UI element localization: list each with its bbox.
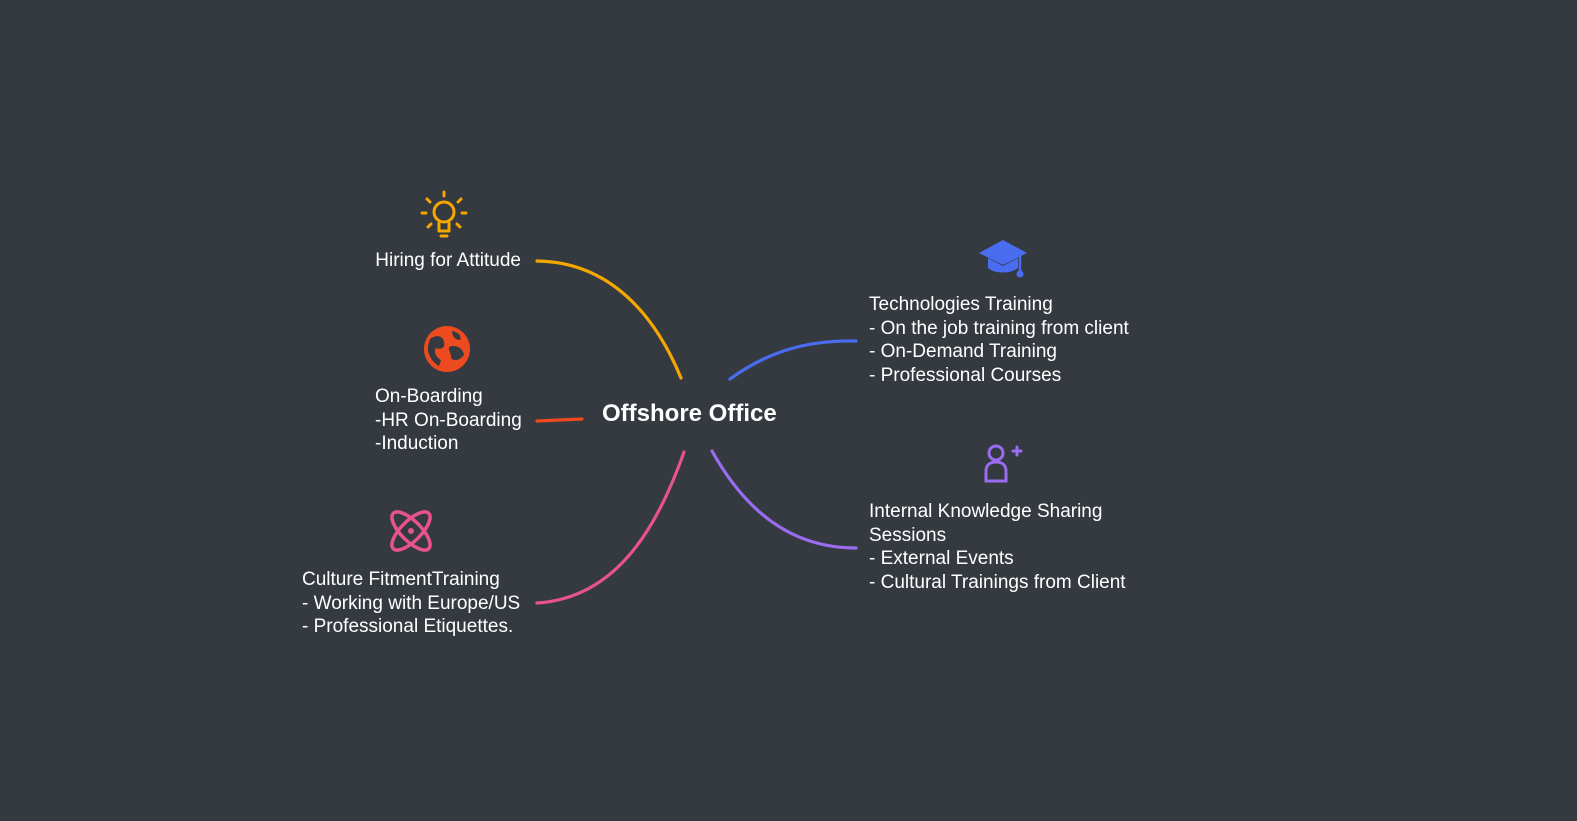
connector-culture <box>535 450 686 605</box>
graduation-cap-icon <box>979 240 1027 278</box>
node-technologies-line-4: - Professional Courses <box>869 364 1062 386</box>
node-onboarding-line-2: -HR On-Boarding <box>375 409 522 431</box>
connector-hiring <box>535 259 683 380</box>
node-technologies[interactable]: Technologies Training - On the job train… <box>869 293 1129 387</box>
node-knowledge-line-2: Sessions <box>869 524 947 546</box>
lightbulb-icon <box>420 190 468 238</box>
node-hiring[interactable]: Hiring for Attitude <box>375 249 521 273</box>
node-knowledge[interactable]: Internal Knowledge Sharing Sessions - Ex… <box>869 500 1126 594</box>
connector-technologies <box>728 339 858 381</box>
node-knowledge-line-4: - Cultural Trainings from Client <box>869 571 1126 593</box>
node-onboarding[interactable]: On-Boarding -HR On-Boarding -Induction <box>375 385 522 456</box>
node-technologies-line-1: Technologies Training <box>869 294 1053 315</box>
node-culture[interactable]: Culture FitmentTraining - Working with E… <box>302 568 520 639</box>
node-hiring-label: Hiring for Attitude <box>375 250 521 271</box>
node-technologies-line-3: - On-Demand Training <box>869 341 1057 362</box>
node-technologies-line-2: - On the job training from client <box>869 317 1129 339</box>
node-knowledge-line-3: - External Events <box>869 548 1014 569</box>
node-culture-line-3: - Professional Etiquettes. <box>302 616 514 637</box>
globe-icon <box>424 326 470 372</box>
node-onboarding-line-1: On-Boarding <box>375 386 483 407</box>
connector-onboarding <box>535 417 584 423</box>
node-knowledge-line-1: Internal Knowledge Sharing <box>869 501 1103 522</box>
central-topic[interactable]: Offshore Office <box>602 400 777 427</box>
atom-icon <box>390 510 432 552</box>
add-user-icon <box>984 444 1023 483</box>
connector-knowledge <box>710 449 858 550</box>
node-culture-line-2: - Working with Europe/US <box>302 592 521 614</box>
node-culture-line-1: Culture FitmentTraining <box>302 569 500 590</box>
node-onboarding-line-3: -Induction <box>375 433 459 454</box>
